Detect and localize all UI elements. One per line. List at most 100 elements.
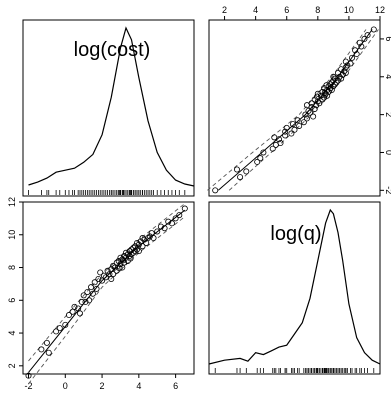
right-axis-tick-label: 2: [384, 112, 391, 117]
scatter-point: [133, 239, 140, 246]
bottom-axis-tick-label: 2: [100, 381, 105, 391]
scatter-point: [303, 102, 310, 109]
scatter-point: [115, 257, 122, 264]
scatter-point: [116, 265, 123, 272]
scatter-point: [352, 47, 359, 54]
scatter-point: [132, 248, 139, 255]
scatter-point: [100, 272, 107, 279]
confidence-band-lower: [207, 29, 367, 191]
scatter-point: [53, 328, 60, 335]
scatter-point: [338, 75, 345, 82]
scatter-point: [78, 298, 85, 305]
bottom-axis-tick-label: -2: [25, 381, 33, 391]
scatter-point: [349, 54, 356, 61]
scatter-point: [364, 32, 371, 39]
scatter-point: [344, 62, 351, 69]
scatter-point: [165, 218, 172, 225]
scatter-point: [161, 225, 168, 232]
scatter-point: [316, 100, 323, 107]
left-axis-tick-label: 4: [7, 331, 17, 336]
scatter-point: [139, 243, 146, 250]
scatter-point: [321, 89, 328, 96]
right-axis-tick-label: 0: [384, 150, 391, 155]
top-axis-tick-label: 2: [222, 5, 227, 15]
scatter-point: [97, 269, 104, 276]
scatter-point: [139, 235, 146, 242]
top-axis-tick-label: 10: [344, 5, 354, 15]
label-log-q: log(q): [270, 223, 321, 245]
scatter-point: [80, 292, 87, 299]
scatter-point: [257, 155, 264, 162]
scatter-point: [310, 113, 317, 120]
confidence-band-upper: [228, 29, 379, 191]
scatter-point: [56, 325, 63, 332]
scatter-point: [331, 81, 338, 88]
scatter-point: [141, 236, 148, 243]
scatter-point: [119, 256, 126, 263]
scatter-point: [307, 109, 314, 116]
scatter-point: [82, 298, 89, 305]
scatter-point: [135, 241, 142, 248]
left-axis-tick-label: 12: [7, 197, 17, 207]
scatter-point: [356, 39, 363, 46]
scatter-point: [342, 58, 349, 65]
scatter-point: [154, 228, 161, 235]
scatter-point: [330, 77, 337, 84]
scatter-point: [342, 69, 349, 76]
scatter-point: [296, 122, 303, 129]
scatter-point: [69, 308, 76, 315]
scatter-point: [300, 119, 307, 126]
scatter-point: [62, 321, 69, 328]
panel-frame-bottom-right: [208, 201, 381, 375]
right-axis-tick-label: 4: [384, 74, 391, 79]
scatter-point: [71, 303, 78, 310]
scatter-panel-bottom-left: [25, 203, 188, 385]
scatter-point: [25, 372, 32, 379]
scatter-point: [157, 223, 164, 230]
scatter-point: [282, 132, 289, 139]
scatter-point: [102, 274, 109, 281]
scatter-point: [128, 251, 135, 258]
scatter-point: [358, 43, 365, 50]
scatter-point: [323, 82, 330, 89]
scatter-point: [303, 115, 310, 122]
bottom-axis-tick-label: 0: [63, 381, 68, 391]
scatter-point: [322, 90, 329, 97]
scatter-point: [43, 339, 50, 346]
top-axis: 2 4 6 8 10 12: [222, 5, 385, 20]
scatter-point: [314, 93, 321, 100]
top-axis-tick-label: 4: [253, 5, 258, 15]
label-log-cost: log(cost): [74, 39, 151, 61]
scatter-point: [342, 64, 349, 71]
scatter-point: [77, 310, 84, 317]
scatter-point: [38, 346, 45, 353]
panel-frame-top-left: [22, 19, 195, 197]
density-panel-log-q: [208, 208, 381, 373]
scatter-point: [91, 279, 98, 286]
scatter-point: [327, 81, 334, 88]
scatter-point: [260, 149, 267, 156]
scatter-point: [361, 35, 368, 42]
scatter-point: [289, 121, 296, 128]
scatter-point: [233, 166, 240, 173]
scatter-point: [104, 267, 111, 274]
scatter-point: [330, 73, 337, 80]
scatter-point: [311, 105, 318, 112]
bottom-axis-tick-label: 4: [136, 381, 141, 391]
left-axis-tick-label: 6: [7, 298, 17, 303]
scatter-point: [254, 158, 261, 165]
right-axis-tick-label: 6: [384, 36, 391, 41]
confidence-band-lower: [28, 216, 186, 385]
scatter-point: [45, 349, 52, 356]
scatter-point: [341, 68, 348, 75]
scatter-point: [294, 117, 301, 124]
scatter-point: [243, 168, 250, 175]
scatter-point: [283, 124, 290, 131]
scatter-point: [108, 275, 115, 282]
scatter-point: [127, 255, 134, 262]
left-axis-tick-label: 10: [7, 230, 17, 240]
scatter-point: [277, 140, 284, 147]
density-panel-log-cost: [28, 26, 195, 195]
scatter-point: [146, 233, 153, 240]
